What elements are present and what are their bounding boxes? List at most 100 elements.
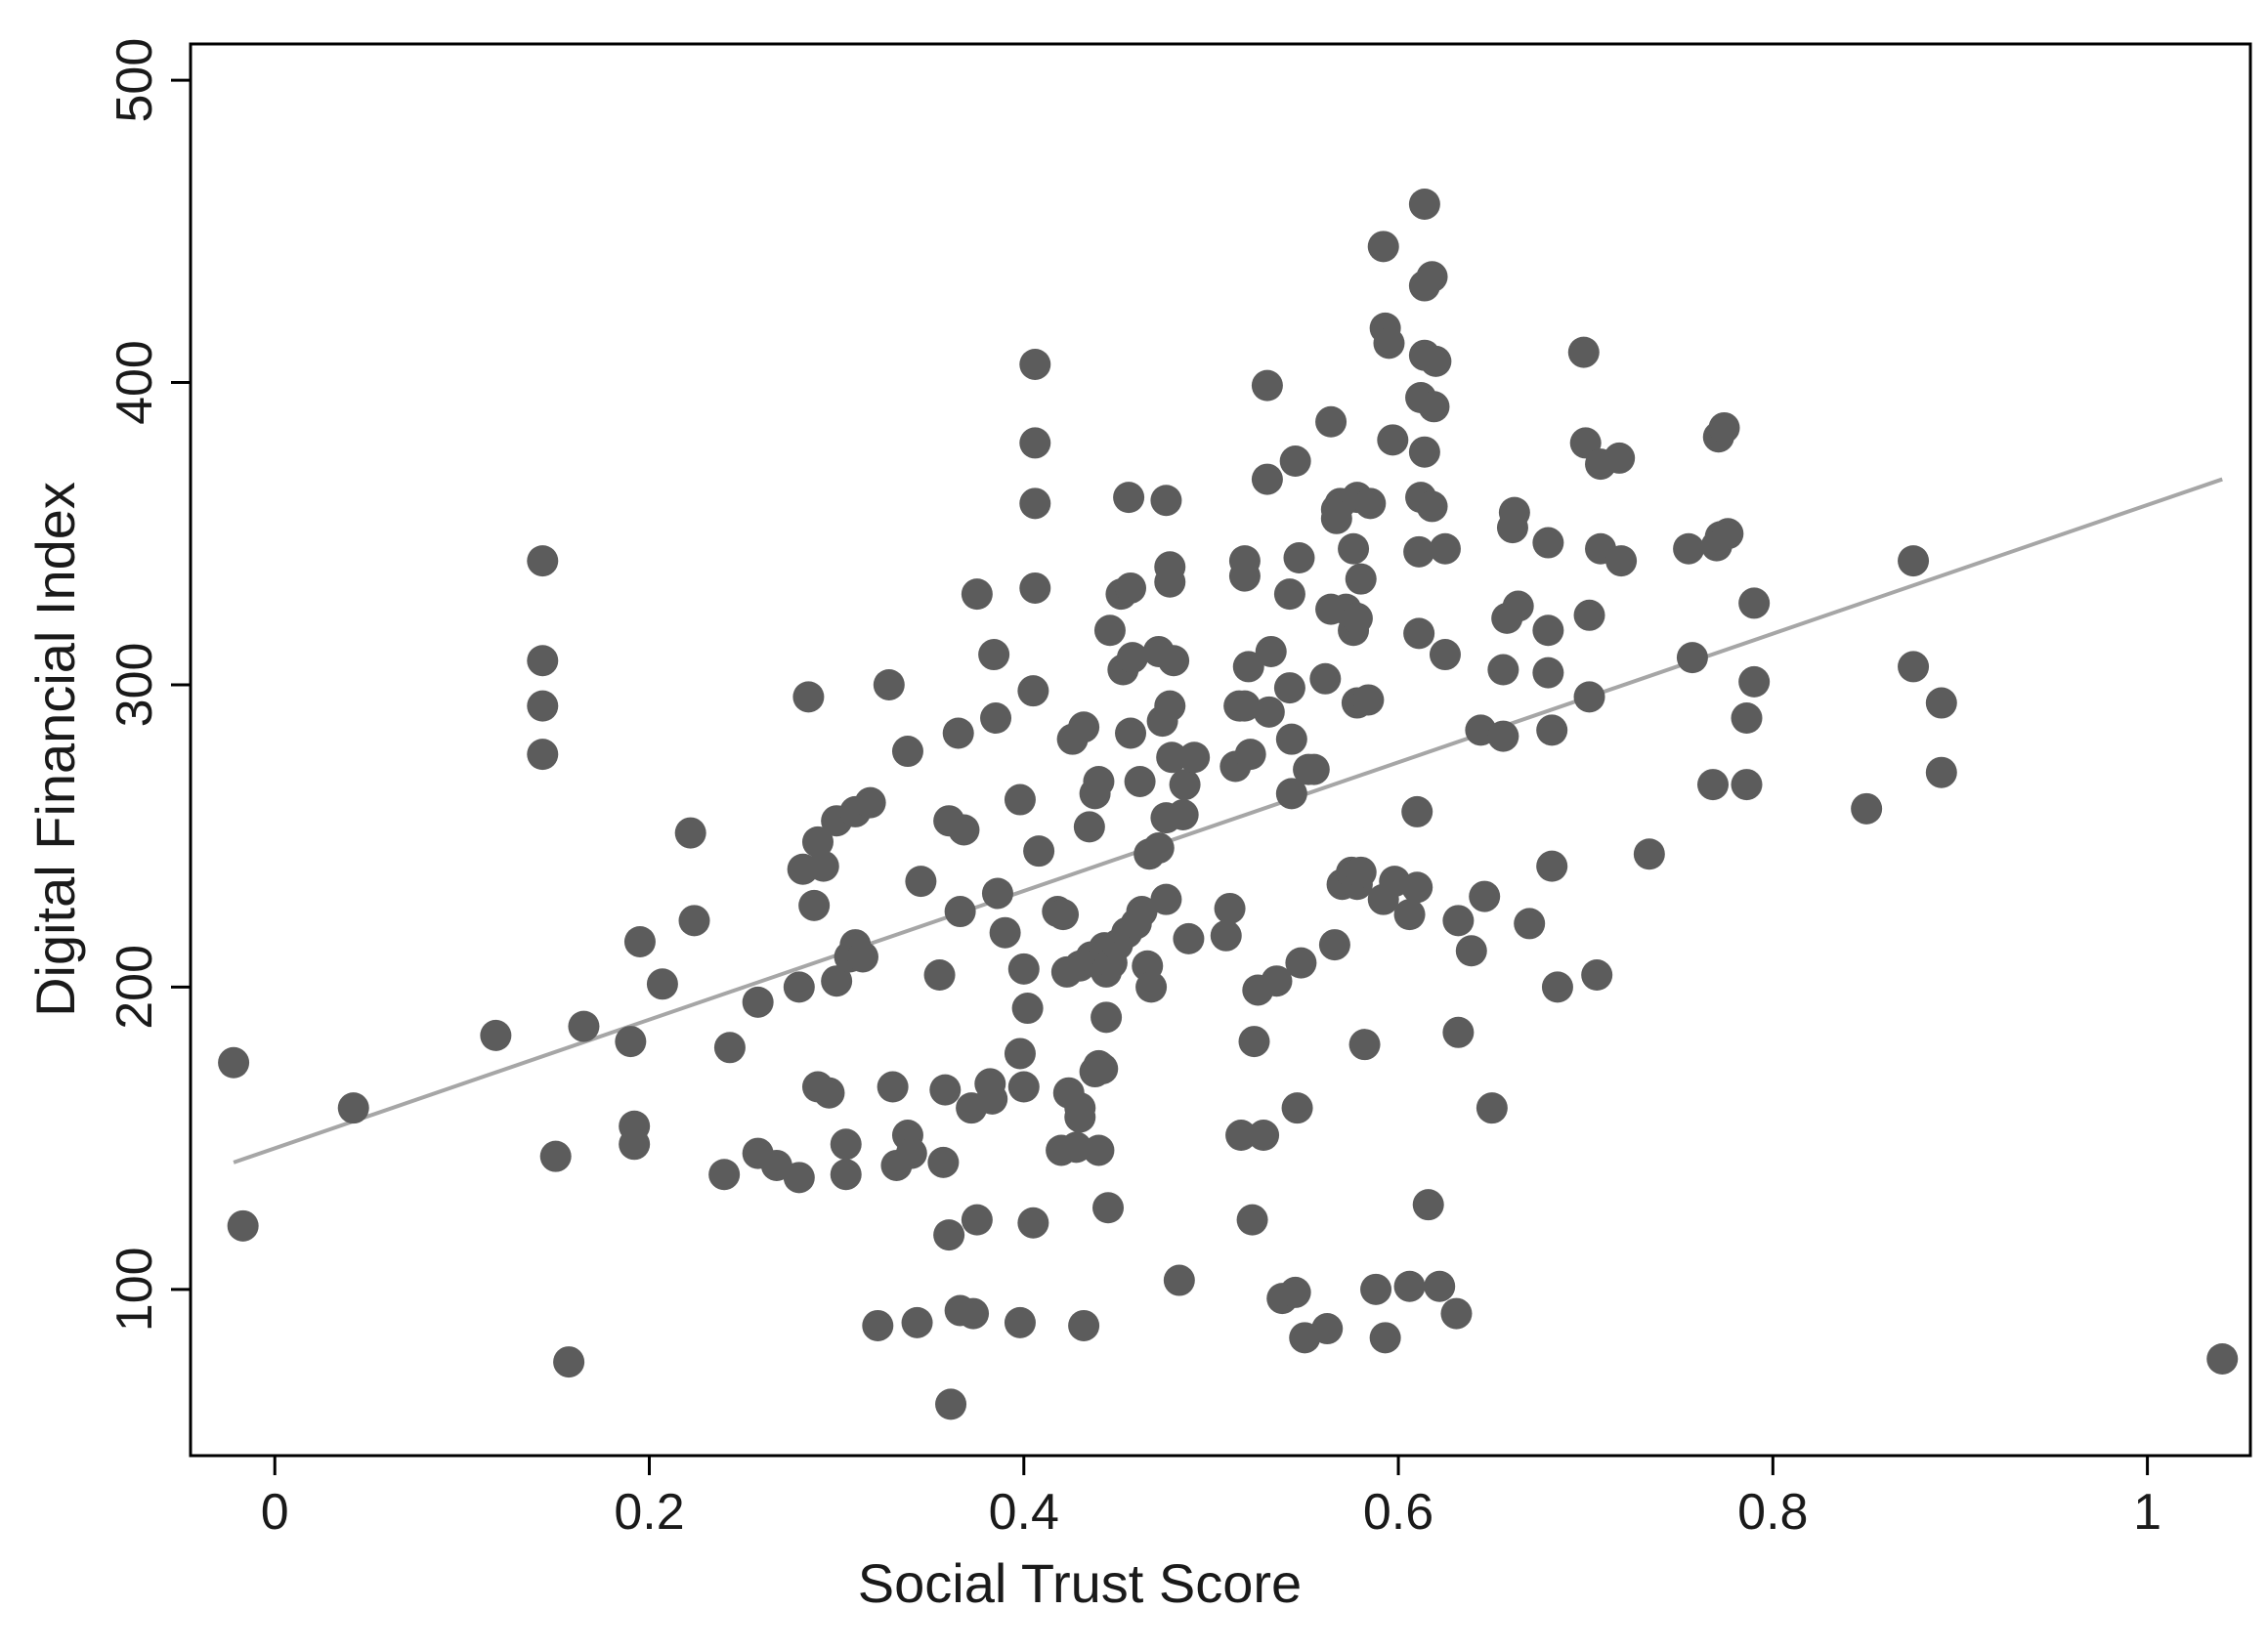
data-point — [929, 1074, 962, 1106]
fit-line — [233, 477, 2223, 1165]
data-point — [1158, 645, 1190, 677]
data-point — [783, 1162, 815, 1194]
data-point — [1154, 690, 1186, 722]
data-point — [1424, 1270, 1456, 1302]
data-point — [958, 1297, 990, 1330]
data-point — [1429, 532, 1461, 565]
data-point — [1498, 496, 1530, 529]
data-point — [901, 1306, 933, 1338]
data-point — [480, 1019, 512, 1051]
data-point — [1673, 532, 1705, 565]
data-point — [944, 896, 976, 928]
data-point — [854, 786, 886, 819]
data-point — [1354, 487, 1387, 520]
data-point — [1487, 720, 1519, 752]
data-point — [1338, 532, 1370, 565]
x-axis-tick-marks — [273, 1456, 2150, 1475]
data-point — [935, 1388, 967, 1420]
data-point — [1738, 587, 1771, 619]
data-point — [1403, 535, 1435, 568]
data-point — [873, 668, 905, 700]
data-point — [895, 1137, 927, 1169]
data-point — [1273, 672, 1305, 704]
data-point — [961, 1204, 993, 1236]
data-point — [646, 968, 678, 1000]
data-point — [948, 814, 980, 846]
data-point — [1126, 896, 1158, 928]
data-point — [1225, 1120, 1258, 1152]
data-point — [1142, 832, 1175, 865]
y-tick-label: 400 — [107, 340, 163, 425]
x-axis-title: Social Trust Score — [858, 1552, 1302, 1614]
data-point — [1150, 883, 1182, 915]
data-point — [1178, 741, 1211, 774]
data-point — [1279, 445, 1311, 478]
data-point — [227, 1209, 259, 1242]
data-point — [1007, 1071, 1040, 1103]
data-point — [1124, 765, 1156, 797]
data-point — [1167, 799, 1199, 831]
data-point — [1408, 188, 1440, 220]
data-point — [1064, 1101, 1096, 1133]
x-tick-label: 0.8 — [1737, 1484, 1808, 1541]
data-point — [891, 736, 923, 768]
data-point — [1369, 1322, 1401, 1354]
data-point — [1238, 1026, 1270, 1058]
y-axis-tick-marks — [171, 78, 191, 1292]
data-point — [713, 1032, 746, 1064]
data-point — [978, 639, 1010, 671]
data-point — [905, 866, 937, 898]
x-tick-label: 0 — [261, 1484, 289, 1541]
data-point — [1567, 336, 1600, 368]
data-point — [1442, 1016, 1475, 1048]
data-point — [830, 1128, 862, 1161]
data-point — [1429, 639, 1461, 671]
data-point — [1228, 560, 1261, 592]
data-point — [1092, 1192, 1125, 1224]
data-point — [1281, 1092, 1313, 1124]
data-point — [1135, 971, 1168, 1003]
data-point — [1116, 642, 1148, 674]
data-point — [527, 690, 559, 722]
data-point — [1697, 769, 1730, 801]
data-point — [1676, 642, 1708, 674]
data-point — [1023, 835, 1055, 868]
data-point — [1416, 261, 1448, 293]
data-point — [553, 1346, 585, 1378]
data-point — [1253, 696, 1285, 728]
data-point — [1731, 769, 1763, 801]
y-axis-tick-labels: 100 200 300 400 500 — [107, 38, 163, 1332]
data-point — [1420, 345, 1452, 377]
data-point — [961, 578, 993, 611]
data-point — [792, 681, 825, 713]
data-point — [527, 739, 559, 771]
data-point — [1898, 651, 1930, 683]
data-point — [1273, 578, 1305, 611]
data-point — [218, 1046, 250, 1079]
data-point — [1440, 1297, 1473, 1330]
data-point — [862, 1309, 894, 1341]
data-point — [1412, 1189, 1444, 1221]
data-point — [1393, 899, 1426, 931]
x-axis-tick-labels: 0 0.2 0.4 0.6 0.8 1 — [261, 1484, 2161, 1541]
data-point — [1083, 765, 1115, 797]
data-point — [813, 1077, 845, 1109]
data-point — [1309, 662, 1342, 695]
data-point — [527, 545, 559, 577]
y-tick-label: 100 — [107, 1247, 163, 1332]
data-point — [1019, 348, 1051, 380]
data-point — [1573, 681, 1605, 713]
data-point — [1017, 675, 1049, 707]
data-point — [337, 1092, 369, 1124]
data-point — [1708, 411, 1740, 444]
data-point — [1532, 657, 1564, 689]
data-point — [1068, 1309, 1100, 1341]
data-point — [801, 826, 834, 858]
data-point — [981, 877, 1013, 910]
data-point — [1925, 687, 1957, 719]
data-point — [1341, 602, 1373, 634]
data-point — [1228, 690, 1261, 722]
data-point — [1275, 778, 1307, 810]
data-point — [1348, 1029, 1381, 1061]
data-point — [1345, 856, 1377, 888]
